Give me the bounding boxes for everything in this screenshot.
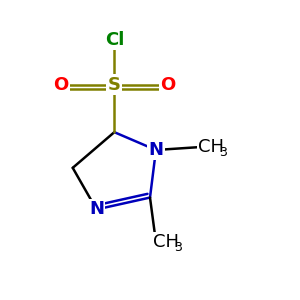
Text: O: O bbox=[53, 76, 68, 94]
Text: O: O bbox=[160, 76, 176, 94]
Text: S: S bbox=[108, 76, 121, 94]
Text: 3: 3 bbox=[219, 146, 227, 159]
Text: CH: CH bbox=[153, 233, 179, 251]
Text: Cl: Cl bbox=[105, 31, 124, 49]
Text: N: N bbox=[89, 200, 104, 218]
Text: N: N bbox=[148, 141, 164, 159]
Text: 3: 3 bbox=[174, 241, 182, 254]
Text: CH: CH bbox=[198, 138, 224, 156]
